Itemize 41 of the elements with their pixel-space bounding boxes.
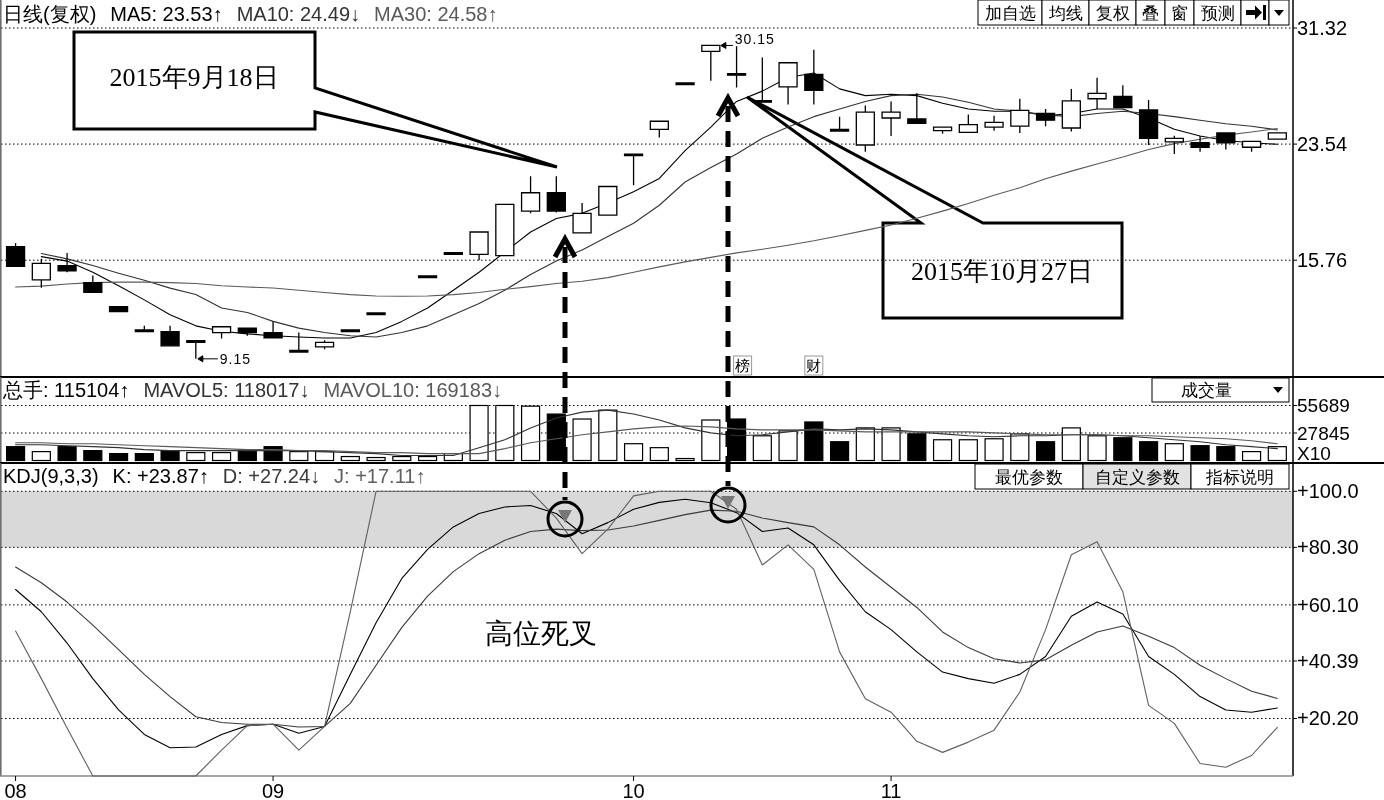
text: D: +27.24↓ <box>222 465 321 487</box>
y-tick-label: +80.30 <box>1297 536 1359 559</box>
text: MA10: 24.49↓ <box>236 3 361 25</box>
text: 自定义参数 <box>1094 468 1180 487</box>
text: 总手: 115104↑ <box>2 379 130 401</box>
y-axis-title: X10 <box>1297 442 1331 464</box>
text: 复权 <box>1095 4 1130 23</box>
annotation: 高位死叉 <box>485 618 597 649</box>
y-tick-label: +100.0 <box>1297 480 1359 503</box>
x-tick-label: 08 <box>4 780 27 800</box>
text: MAVOL10: 169183↓ <box>323 379 503 401</box>
chart-title: 日线(复权) <box>3 3 97 25</box>
text: 预测 <box>1200 4 1235 23</box>
y-tick-label: +20.20 <box>1297 707 1359 730</box>
text: K: +23.87↑ <box>112 465 209 487</box>
chart-title: KDJ(9,3,3) <box>3 465 99 487</box>
x-tick-label: 10 <box>622 780 645 800</box>
text: 最优参数 <box>995 468 1063 487</box>
annotation: 9.15 <box>219 350 252 367</box>
y-tick-label: 27845 <box>1297 423 1350 444</box>
y-tick-label: 15.76 <box>1297 249 1348 272</box>
text: 叠 <box>1142 4 1159 23</box>
y-tick-label: 23.54 <box>1297 133 1348 156</box>
text: MA30: 24.58↑ <box>374 3 498 25</box>
text: 指标说明 <box>1205 468 1274 487</box>
y-tick-label: +40.39 <box>1297 650 1359 673</box>
y-tick-label: 55689 <box>1297 395 1350 417</box>
annotation: 2015年10月27日 <box>911 257 1093 286</box>
annotation: 30.15 <box>734 31 775 48</box>
x-tick-label: 09 <box>261 780 285 800</box>
text: MAVOL5: 118017↓ <box>143 379 310 401</box>
text: 窗 <box>1171 4 1188 23</box>
text: 成交量 <box>1181 381 1232 400</box>
text: MA5: 23.53↑ <box>110 3 223 25</box>
text: 均线 <box>1047 4 1083 23</box>
x-tick-label: 11 <box>880 780 902 800</box>
text: 加自选 <box>984 4 1036 23</box>
annotation: 2015年9月18日 <box>109 63 279 92</box>
y-tick-label: 31.32 <box>1297 17 1348 39</box>
series-label: J: +17.11↑ <box>334 465 426 487</box>
y-tick-label: +60.10 <box>1297 593 1359 616</box>
